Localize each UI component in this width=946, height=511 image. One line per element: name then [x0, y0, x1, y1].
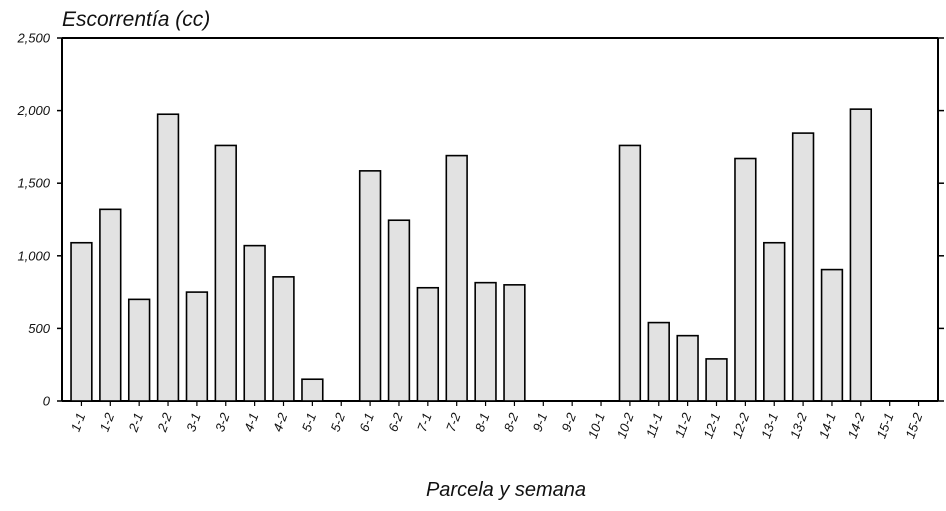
- bar: [416, 286, 440, 402]
- bar: [445, 154, 468, 402]
- x-tick-label: 2-2: [154, 410, 175, 434]
- x-tick-label: 12-2: [729, 410, 752, 440]
- chart-title: Escorrentía (cc): [62, 8, 210, 31]
- x-tick-label: 7-2: [443, 410, 464, 434]
- bar: [127, 298, 151, 402]
- x-tick-label: 5-1: [299, 411, 320, 434]
- x-tick-label: 9-1: [530, 411, 551, 434]
- bar: [156, 113, 180, 402]
- x-tick-label: 2-1: [125, 411, 146, 435]
- bar: [647, 321, 670, 402]
- y-tick-label: 500: [28, 321, 50, 336]
- bar: [705, 358, 728, 402]
- x-tick-label: 8-1: [472, 411, 493, 434]
- x-tick-label: 15-2: [902, 410, 925, 440]
- x-tick-label: 10-2: [614, 410, 637, 440]
- bar: [503, 284, 526, 402]
- bar: [820, 268, 844, 402]
- bar: [676, 334, 699, 402]
- x-tick-label: 11-2: [672, 410, 695, 439]
- x-tick-label: 1-2: [97, 410, 118, 434]
- x-tick-label: 6-2: [385, 410, 406, 434]
- bar: [849, 108, 873, 402]
- bar: [387, 219, 411, 402]
- bar: [474, 281, 497, 402]
- bar: [301, 378, 324, 402]
- bar: [358, 170, 382, 402]
- x-tick-label: 14-1: [816, 411, 839, 441]
- bar: [763, 241, 786, 402]
- x-tick-label: 6-1: [356, 411, 377, 434]
- bar: [99, 208, 122, 402]
- x-tick-label: 5-2: [328, 410, 349, 434]
- x-tick-label: 4-1: [241, 411, 262, 434]
- x-tick-label: 12-1: [700, 411, 723, 441]
- x-tick-label: 1-1: [68, 411, 89, 434]
- bar: [734, 157, 757, 402]
- y-tick-label: 2,500: [16, 31, 50, 46]
- x-axis-ticks: 1-1 1-2 2-1 2-2 3-1 3-2 4-1 4-2 5-1 5-2 6-1 6-2 7-1 7…: [68, 401, 926, 440]
- bar: [185, 291, 209, 402]
- x-tick-label: 3-2: [212, 410, 233, 434]
- y-tick-label: 1,500: [17, 176, 50, 191]
- bar: [70, 241, 93, 402]
- x-tick-label: 10-1: [585, 411, 608, 441]
- x-tick-label: 7-1: [414, 411, 435, 434]
- x-tick-label: 11-1: [643, 411, 666, 440]
- x-tick-label: 9-2: [558, 410, 579, 434]
- y-tick-label: 0: [43, 394, 51, 409]
- y-axis-ticks: 0 500 1,000 1,500 2,000 2,500: [16, 31, 944, 409]
- x-tick-label: 13-1: [758, 411, 781, 441]
- x-tick-label: 4-2: [270, 410, 291, 434]
- x-tick-label: 8-2: [501, 410, 522, 434]
- bar: [214, 144, 237, 402]
- x-tick-label: 13-2: [787, 410, 810, 440]
- x-tick-label: 15-1: [874, 411, 897, 441]
- bar: [791, 132, 815, 402]
- x-tick-label: 3-1: [183, 411, 204, 434]
- x-axis-label: Parcela y semana: [426, 479, 586, 501]
- y-tick-label: 1,000: [17, 248, 50, 263]
- bar: [243, 244, 266, 402]
- bar: [272, 276, 295, 402]
- bars-group: [70, 108, 873, 402]
- x-tick-label: 14-2: [845, 410, 868, 440]
- bar: [618, 144, 642, 402]
- y-tick-label: 2,000: [16, 103, 50, 118]
